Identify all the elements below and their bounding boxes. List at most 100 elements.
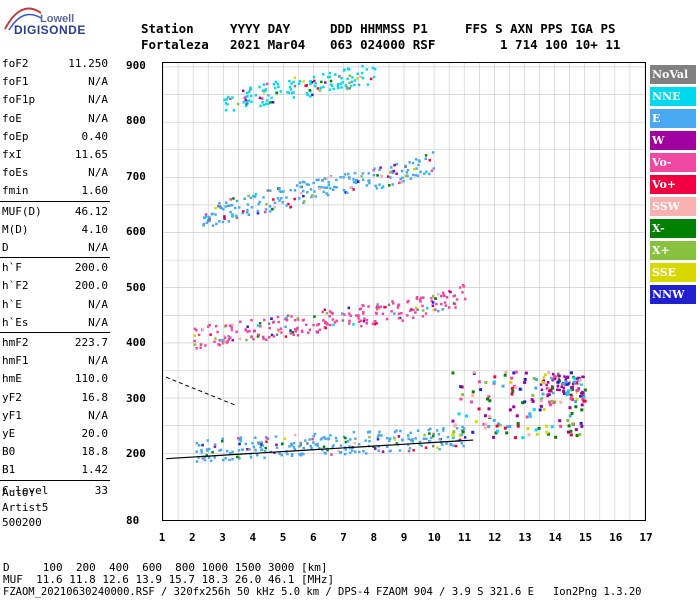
echo-point [263, 89, 267, 92]
echo-point [581, 375, 584, 378]
param-value: 1.60 [81, 184, 109, 198]
echo-point [350, 80, 354, 84]
echo-point [276, 197, 280, 200]
echo-point [332, 188, 335, 192]
echo-point [275, 443, 278, 447]
echo-point [219, 448, 223, 452]
echo-point [298, 79, 302, 83]
echo-point [328, 71, 331, 75]
echo-point [271, 321, 275, 324]
echo-point [305, 91, 309, 95]
echo-point [411, 438, 414, 441]
x-tick-label: 11 [457, 531, 472, 544]
echo-point [324, 81, 327, 84]
echo-point [574, 405, 578, 409]
echo-point [361, 65, 364, 68]
echo-point [329, 187, 332, 190]
echo-point [553, 377, 557, 381]
echo-point [208, 219, 212, 222]
echo-point [227, 338, 231, 341]
echo-point [436, 293, 440, 296]
echo-point [528, 414, 532, 418]
echo-point [285, 204, 288, 207]
echo-point [275, 333, 279, 336]
echo-point [318, 328, 322, 332]
echo-point [229, 336, 232, 339]
echo-point [518, 387, 522, 391]
echo-point [452, 430, 456, 434]
echo-point [296, 326, 299, 330]
echo-point [329, 175, 332, 179]
echo-point [451, 371, 455, 375]
echo-point [354, 450, 357, 454]
echo-point [568, 406, 572, 410]
virtual-height-curve [165, 376, 236, 406]
echo-point [207, 456, 211, 459]
y-tick-label: 600 [126, 225, 146, 239]
echo-point [320, 185, 323, 189]
echo-point [415, 167, 418, 170]
echo-point [393, 436, 396, 440]
param-row: h`E N/A [2, 297, 108, 313]
echo-point [441, 308, 445, 311]
param-value: 20.0 [81, 427, 109, 440]
echo-point [237, 436, 240, 440]
echo-point [315, 178, 319, 182]
param-row: B0 18.8 [2, 444, 108, 460]
echo-point [253, 447, 256, 451]
echo-point [376, 305, 379, 308]
echo-point [477, 380, 481, 384]
echo-point [571, 386, 574, 389]
echo-point [329, 323, 332, 327]
echo-point [354, 181, 358, 185]
echo-point [256, 324, 260, 327]
echo-point [404, 174, 408, 178]
echo-point [391, 171, 395, 175]
param-value: N/A [88, 297, 108, 311]
echo-point [380, 174, 384, 178]
echo-point [214, 324, 218, 328]
echo-point [335, 439, 338, 443]
echo-point [552, 391, 555, 395]
echo-point [455, 298, 459, 301]
echo-point [539, 397, 543, 401]
echo-point [324, 437, 327, 441]
echo-point [280, 331, 283, 334]
param-name: h`Es [2, 315, 29, 329]
echo-point [509, 380, 513, 384]
echo-point [254, 192, 258, 196]
echo-point [286, 452, 289, 456]
echo-point [487, 415, 491, 419]
echo-point [305, 183, 309, 186]
echo-point [223, 336, 227, 339]
echo-point [256, 335, 260, 338]
echo-point [307, 183, 310, 186]
echo-point [358, 450, 361, 454]
echo-point [460, 442, 463, 445]
echo-point [353, 441, 357, 445]
digisonde-logo-icon [4, 7, 42, 31]
echo-point [205, 221, 209, 225]
echo-point [391, 300, 394, 303]
echo-point [345, 85, 349, 89]
echo-point [581, 390, 584, 394]
echo-point [244, 328, 247, 332]
x-tick-label: 3 [219, 531, 226, 544]
echo-point [352, 323, 355, 326]
echo-point [323, 321, 327, 325]
echo-point [292, 441, 296, 445]
echo-point [355, 178, 358, 182]
echo-point [401, 319, 404, 322]
echo-point [224, 456, 227, 460]
echo-point [419, 300, 422, 303]
echo-point [359, 319, 363, 323]
echo-point [231, 450, 234, 454]
echo-point [349, 438, 352, 441]
echo-point [213, 456, 216, 459]
echo-point [484, 381, 488, 385]
echo-point [293, 433, 297, 437]
echo-point [542, 407, 546, 411]
echo-point [357, 314, 360, 318]
echo-point [223, 340, 227, 343]
echo-point [541, 392, 545, 396]
